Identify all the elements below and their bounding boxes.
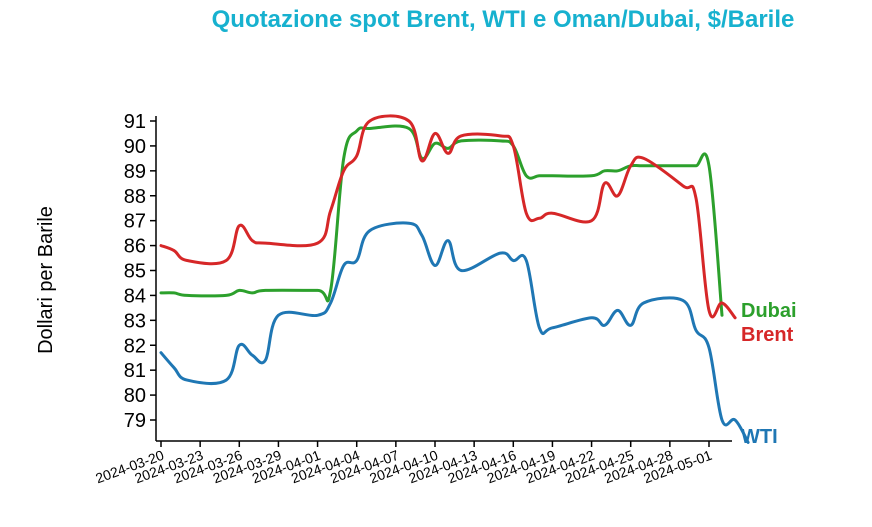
y-tick-label: 84 [124,285,146,307]
series-label-brent: Brent [741,324,794,346]
series-line-wti [159,221,750,444]
y-tick-label: 88 [124,186,146,208]
y-tick-label: 90 [124,136,146,158]
series-line-dubai [159,124,724,317]
y-axis-label: Dollari per Barile [35,206,57,354]
y-tick-label: 86 [124,236,146,258]
chart-title: Quotazione spot Brent, WTI e Oman/Dubai,… [211,6,795,33]
y-tick-label: 81 [124,360,146,382]
series-line-brent [159,114,737,320]
series-label-wti: WTI [741,426,778,448]
series-label-dubai: Dubai [741,300,797,322]
y-tick-label: 83 [124,310,146,332]
y-tick-label: 82 [124,335,146,357]
y-tick-label: 91 [124,111,146,133]
y-tick-label: 87 [124,211,146,233]
series-lines [159,114,750,444]
y-tick-label: 79 [124,410,146,432]
y-tick-label: 89 [124,161,146,183]
y-tick-label: 80 [124,385,146,407]
y-tick-label: 85 [124,261,146,283]
x-axis: 2024-03-202024-03-232024-03-262024-03-29… [93,440,732,486]
